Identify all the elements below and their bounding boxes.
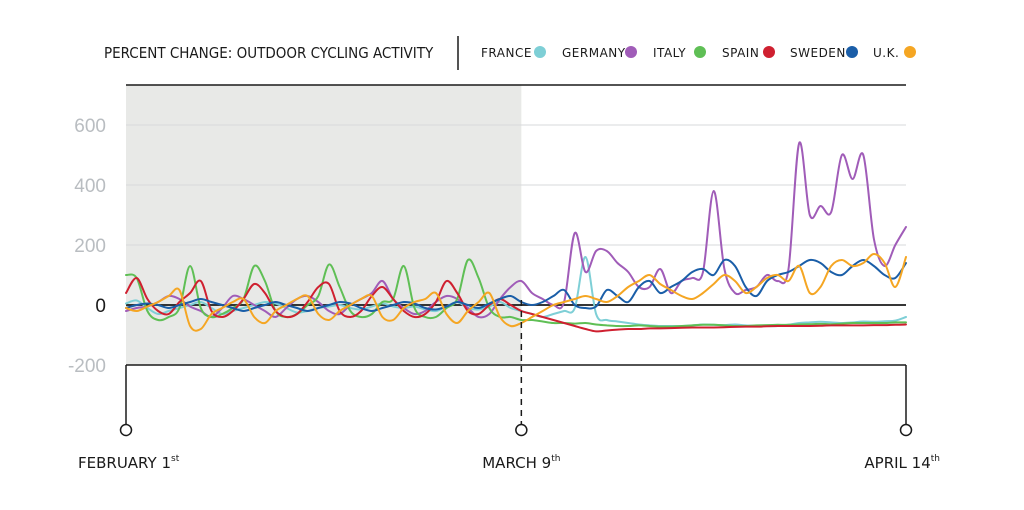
legend-label-france: FRANCE <box>481 46 532 60</box>
timeline: FEBRUARY 1st MARCH 9th APRIL 14th <box>78 300 940 472</box>
legend-label-italy: ITALY <box>653 46 686 60</box>
shaded-region <box>126 85 522 365</box>
legend-swatch-sweden <box>846 46 858 58</box>
y-tick-label: 600 <box>74 116 106 137</box>
legend-label-spain: SPAIN <box>722 46 759 60</box>
legend-label-uk: U.K. <box>873 46 899 60</box>
legend-label-sweden: SWEDEN <box>790 46 846 60</box>
legend-swatch-spain <box>763 46 775 58</box>
date-label: APRIL 14th <box>864 454 940 472</box>
shaded-period <box>126 85 522 365</box>
legend-swatch-germany <box>625 46 637 58</box>
legend-swatch-uk <box>904 46 916 58</box>
y-tick-label: 200 <box>74 236 106 257</box>
series-lines <box>125 141 907 333</box>
legend-swatch-france <box>534 46 546 58</box>
y-tick-label: 0 <box>95 296 106 317</box>
y-tick-label: -200 <box>68 356 106 377</box>
legend-swatch-italy <box>694 46 706 58</box>
date-label: MARCH 9th <box>482 454 560 472</box>
series-line-spain <box>125 277 907 333</box>
series-line-italy <box>125 258 907 328</box>
date-marker-dot <box>515 423 528 437</box>
date-label: FEBRUARY 1st <box>78 454 180 472</box>
series-line-uk <box>125 253 907 332</box>
date-marker-dot <box>119 423 133 437</box>
y-axis: 600 400 200 0 -200 <box>68 116 106 377</box>
y-tick-label: 400 <box>74 176 106 197</box>
chart-title: PERCENT CHANGE: OUTDOOR CYCLING ACTIVITY <box>104 44 434 62</box>
legend-label-germany: GERMANY <box>562 46 626 60</box>
legend: FRANCE GERMANY ITALY SPAIN SWEDEN U.K. <box>481 46 916 60</box>
date-marker-dot <box>899 423 913 437</box>
